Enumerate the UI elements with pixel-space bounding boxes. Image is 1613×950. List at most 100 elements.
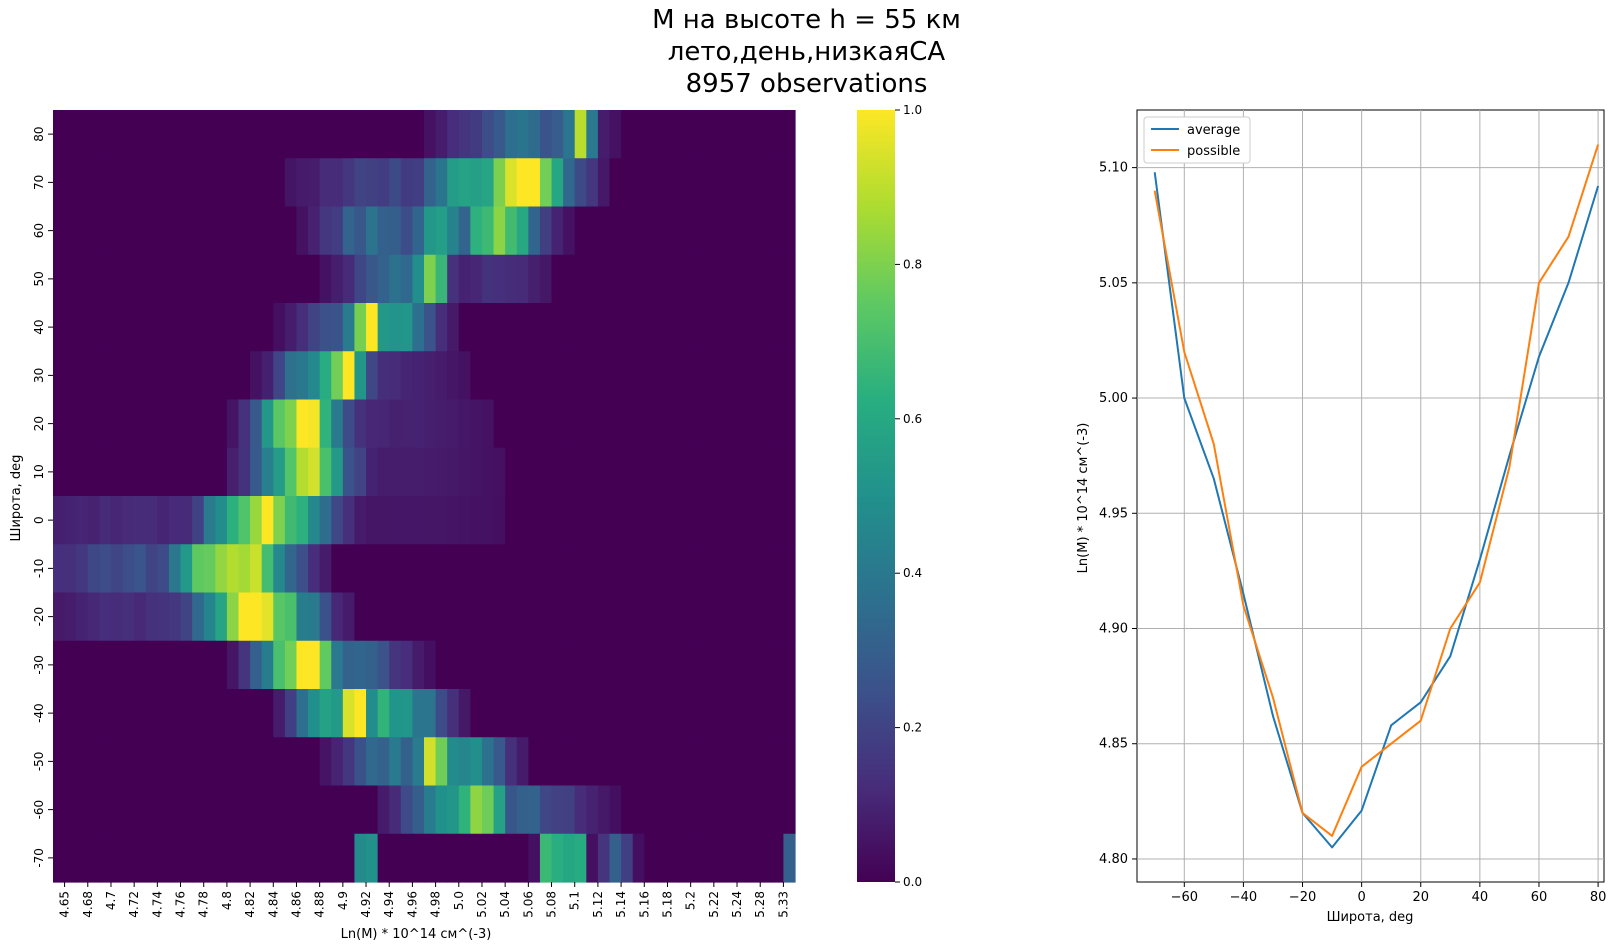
- heatmap-cell: [226, 158, 240, 208]
- heatmap-y-tick-label: 0: [32, 516, 46, 524]
- heatmap-cell: [702, 496, 715, 545]
- heatmap-cell: [296, 399, 309, 449]
- heatmap-cell: [157, 737, 170, 787]
- heatmap-cell: [157, 303, 170, 352]
- heatmap-cell: [737, 592, 750, 642]
- heatmap-cell: [157, 689, 170, 738]
- heatmap-cell: [447, 496, 460, 545]
- heatmap-cell: [748, 351, 761, 401]
- heatmap-cell: [145, 833, 158, 883]
- heatmap-cell: [180, 833, 193, 883]
- heatmap-cell: [412, 592, 425, 642]
- heatmap-cell: [53, 833, 66, 883]
- heatmap-cell: [122, 254, 135, 304]
- heatmap-cell: [284, 544, 298, 594]
- heatmap-cell: [551, 351, 564, 401]
- heatmap-cell: [87, 447, 100, 497]
- heatmap-cell: [458, 254, 471, 304]
- heatmap-cell: [134, 447, 147, 497]
- heatmap-cell: [771, 351, 784, 401]
- heatmap-cell: [551, 785, 564, 835]
- heatmap-cell: [238, 351, 251, 401]
- heatmap-cell: [632, 110, 645, 159]
- heatmap-cell: [342, 110, 356, 159]
- colorbar-tick-label: 1.0: [903, 103, 922, 117]
- heatmap-cell: [238, 447, 251, 497]
- heatmap-cell: [516, 158, 529, 208]
- heatmap-cell: [215, 206, 228, 256]
- heatmap-cell: [389, 737, 402, 787]
- heatmap-cell: [655, 110, 669, 159]
- heatmap-cell: [435, 254, 448, 304]
- heatmap-cell: [308, 303, 321, 352]
- heatmap-cell: [621, 833, 634, 883]
- heatmap-cell: [145, 544, 158, 594]
- heatmap-cell: [226, 544, 240, 594]
- heatmap-cell: [493, 496, 506, 545]
- heatmap-x-tick-label: 5.33: [776, 891, 790, 918]
- heatmap-cell: [53, 254, 66, 304]
- heatmap-cell: [458, 833, 471, 883]
- heatmap-cell: [783, 206, 796, 256]
- heatmap-cell: [110, 254, 124, 304]
- heatmap-cell: [737, 447, 750, 497]
- heatmap-cell: [528, 351, 541, 401]
- heatmap-cell: [458, 399, 471, 449]
- heatmap-cell: [655, 640, 669, 690]
- heatmap-cell: [435, 158, 448, 208]
- heatmap-cell: [134, 254, 147, 304]
- heatmap-cell: [713, 833, 727, 883]
- heatmap-cell: [76, 303, 89, 352]
- heatmap-cell: [725, 351, 738, 401]
- heatmap-cell: [180, 399, 193, 449]
- heatmap-cell: [597, 592, 611, 642]
- heatmap-cell: [366, 544, 379, 594]
- heatmap-cell: [539, 592, 553, 642]
- heatmap-cell: [273, 544, 286, 594]
- heatmap-cell: [528, 110, 541, 159]
- heatmap-cell: [366, 351, 379, 401]
- heatmap-cell: [319, 833, 332, 883]
- heatmap-cell: [748, 158, 761, 208]
- heatmap-cell: [609, 110, 622, 159]
- heatmap-cell: [551, 544, 564, 594]
- heatmap-cell: [713, 351, 727, 401]
- heatmap-cell: [342, 689, 356, 738]
- heatmap-cell: [505, 399, 518, 449]
- heatmap-cell: [516, 833, 529, 883]
- line-plot-y-tick-label: 4.90: [1099, 622, 1128, 637]
- heatmap-cell: [342, 833, 356, 883]
- heatmap-cell: [238, 206, 251, 256]
- heatmap-cell: [412, 496, 425, 545]
- heatmap-cell: [296, 544, 309, 594]
- heatmap-cell: [99, 447, 112, 497]
- heatmap-cell: [632, 689, 645, 738]
- figure-title-line-3: 8957 observations: [685, 69, 928, 99]
- heatmap-cell: [551, 640, 564, 690]
- heatmap-cell: [551, 303, 564, 352]
- heatmap-cell: [296, 303, 309, 352]
- heatmap-cell: [64, 303, 77, 352]
- heatmap-cell: [632, 206, 645, 256]
- heatmap-cell: [180, 447, 193, 497]
- heatmap-cell: [284, 158, 298, 208]
- heatmap-cell: [238, 496, 251, 545]
- heatmap-cell: [157, 206, 170, 256]
- heatmap-cell: [157, 785, 170, 835]
- heatmap-cell: [493, 399, 506, 449]
- heatmap-cell: [145, 254, 158, 304]
- heatmap-cell: [505, 544, 518, 594]
- heatmap-cell: [586, 254, 599, 304]
- heatmap-cell: [76, 110, 89, 159]
- heatmap-cell: [87, 254, 100, 304]
- heatmap-cell: [771, 399, 784, 449]
- colorbar-tick-label: 0.2: [903, 721, 922, 735]
- heatmap-cell: [435, 592, 448, 642]
- heatmap-cell: [621, 399, 634, 449]
- heatmap-cell: [505, 206, 518, 256]
- heatmap-cell: [331, 496, 344, 545]
- heatmap-cell: [389, 833, 402, 883]
- heatmap-cell: [99, 592, 112, 642]
- heatmap-cell: [203, 833, 216, 883]
